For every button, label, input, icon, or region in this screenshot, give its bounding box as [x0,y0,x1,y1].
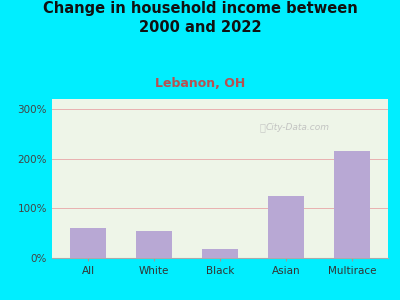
Text: ⓘ: ⓘ [259,123,265,133]
Bar [202,249,238,258]
Text: Lebanon, OH: Lebanon, OH [155,77,245,90]
Bar [334,151,370,258]
Bar [136,231,172,258]
Bar [70,228,106,258]
Bar [268,196,304,258]
Text: Change in household income between
2000 and 2022: Change in household income between 2000 … [43,2,357,35]
Text: City-Data.com: City-Data.com [265,123,329,132]
